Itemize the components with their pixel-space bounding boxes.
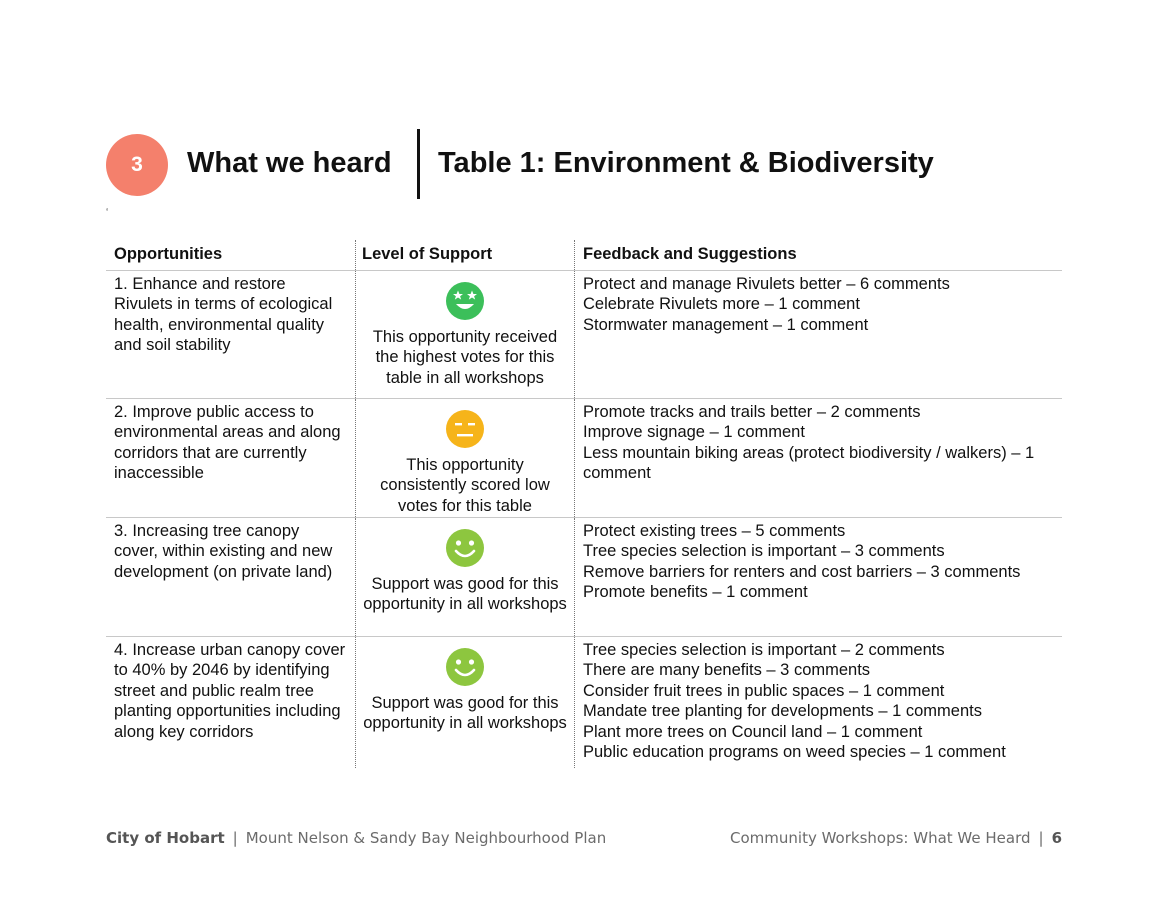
table-row: 4. Increase urban canopy cover to 40% by…	[106, 637, 1062, 768]
opportunities-table: Opportunities Level of Support Feedback …	[106, 240, 1062, 768]
feedback-item: Less mountain biking areas (protect biod…	[583, 443, 1035, 483]
feedback-item: Tree species selection is important – 2 …	[583, 641, 945, 659]
support-cell: Support was good for this opportunity in…	[356, 637, 575, 768]
table-title: Table 1: Environment & Biodiversity	[438, 147, 934, 179]
support-cell: This opportunity consistently scored low…	[356, 399, 575, 517]
feedback-cell: Protect existing trees – 5 comments Tree…	[575, 518, 1062, 636]
support-text: Support was good for this opportunity in…	[363, 694, 567, 733]
feedback-item: Mandate tree planting for developments –…	[583, 702, 982, 721]
footer-right: Community Workshops: What We Heard | 6	[730, 829, 1062, 847]
footer-org: City of Hobart	[106, 829, 225, 847]
smiley-face-icon	[446, 648, 484, 686]
footer-left: City of Hobart | Mount Nelson & Sandy Bay …	[106, 829, 606, 847]
table-row: 3. Increasing tree canopy cover, within …	[106, 518, 1062, 637]
table-row: 1. Enhance and restore Rivulets in terms…	[106, 271, 1062, 399]
feedback-item: Public education programs on weed specie…	[583, 743, 1006, 762]
table-row: 2. Improve public access to environmenta…	[106, 399, 1062, 518]
page-header: 3 What we heard Table 1: Environment & B…	[106, 129, 1066, 201]
smiley-face-icon	[446, 529, 484, 567]
support-cell: Support was good for this opportunity in…	[356, 518, 575, 636]
opportunity-cell: 2. Improve public access to environmenta…	[106, 399, 356, 517]
feedback-cell: Promote tracks and trails better – 2 com…	[575, 399, 1062, 517]
feedback-item: Tree species selection is important – 3 …	[583, 542, 945, 561]
neutral-face-icon	[446, 410, 484, 448]
support-text: This opportunity received the highest vo…	[372, 328, 558, 387]
feedback-item: Stormwater management – 1 comment	[583, 315, 869, 334]
feedback-item: Celebrate Rivulets more – 1 comment	[583, 295, 860, 314]
feedback-item: Promote benefits – 1 comment	[583, 583, 808, 602]
feedback-item: Consider fruit trees in public spaces – …	[583, 681, 945, 700]
column-header-feedback: Feedback and Suggestions	[583, 245, 797, 263]
table-header-row: Opportunities Level of Support Feedback …	[106, 240, 1062, 271]
page-number: 6	[1051, 829, 1062, 847]
column-header-opportunities: Opportunities	[106, 240, 356, 270]
opportunity-cell: 1. Enhance and restore Rivulets in terms…	[106, 271, 356, 398]
footer-separator: |	[232, 829, 238, 847]
feedback-item: There are many benefits – 3 comments	[583, 661, 871, 680]
footer-doc: Community Workshops: What We Heard	[730, 829, 1031, 847]
star-eyes-face-icon	[446, 282, 484, 320]
support-text: This opportunity consistently scored low…	[380, 456, 550, 515]
feedback-item: Remove barriers for renters and cost bar…	[583, 562, 1021, 581]
column-header-level-of-support: Level of Support	[356, 240, 575, 270]
opportunity-cell: 3. Increasing tree canopy cover, within …	[106, 518, 356, 636]
stray-mark: ‘	[106, 207, 109, 218]
feedback-item: Protect and manage Rivulets better – 6 c…	[583, 275, 950, 293]
support-text: Support was good for this opportunity in…	[363, 575, 567, 614]
support-cell: This opportunity received the highest vo…	[356, 271, 575, 398]
section-title: What we heard	[187, 147, 392, 179]
feedback-item: Plant more trees on Council land – 1 com…	[583, 722, 923, 741]
opportunity-cell: 4. Increase urban canopy cover to 40% by…	[106, 637, 356, 768]
section-number-badge: 3	[106, 134, 168, 196]
footer-separator: |	[1038, 829, 1044, 847]
feedback-item: Protect existing trees – 5 comments	[583, 522, 846, 540]
feedback-cell: Protect and manage Rivulets better – 6 c…	[575, 271, 1062, 398]
feedback-item: Promote tracks and trails better – 2 com…	[583, 403, 921, 421]
header-divider	[417, 129, 420, 199]
feedback-item: Improve signage – 1 comment	[583, 423, 805, 442]
footer-plan: Mount Nelson & Sandy Bay Neighbourhood P…	[245, 829, 607, 847]
feedback-cell: Tree species selection is important – 2 …	[575, 637, 1062, 768]
